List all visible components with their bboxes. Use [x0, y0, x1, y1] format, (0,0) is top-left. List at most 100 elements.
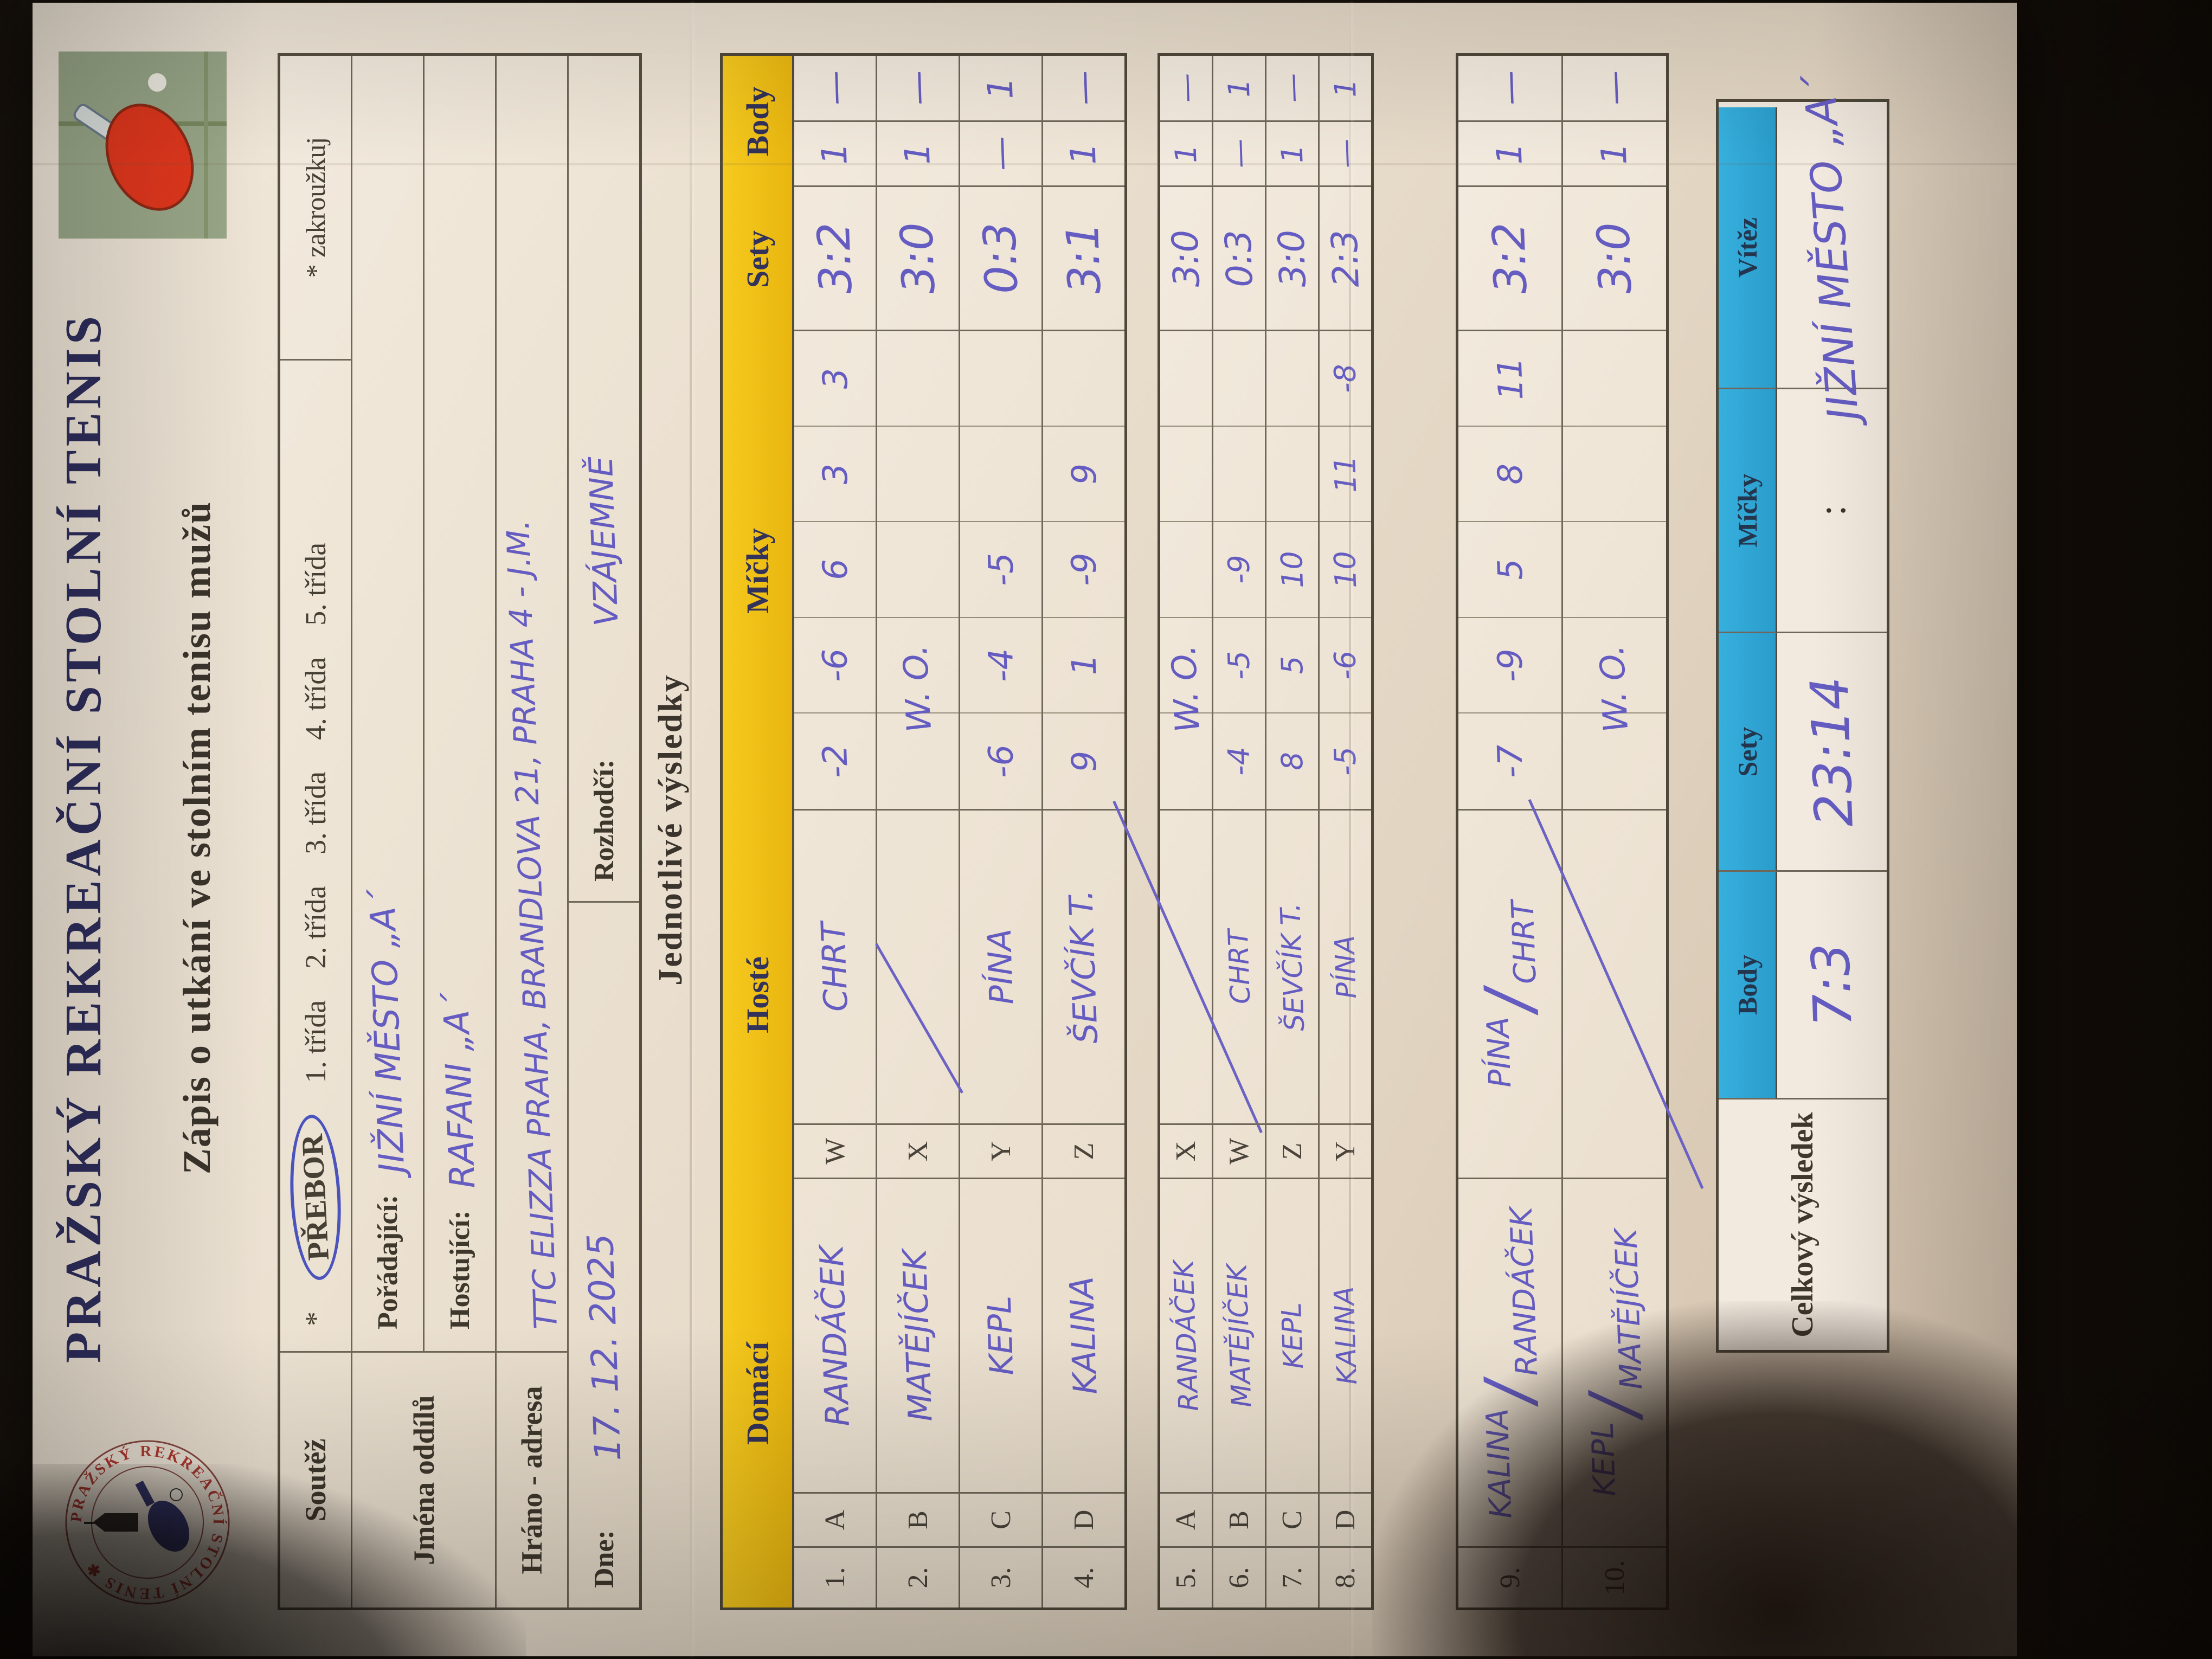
- ball-icon: [148, 73, 166, 92]
- body-home-cell: 1: [877, 122, 959, 187]
- row-number-text: 1.: [819, 1567, 851, 1589]
- selected-competition: PŘEBOR: [286, 1113, 345, 1282]
- set-score: -6: [1328, 650, 1363, 680]
- home-letter: D: [1043, 1494, 1124, 1548]
- sets-result-cell: 3:0: [1266, 187, 1318, 331]
- set-score: -6: [980, 743, 1021, 779]
- set-score: 8: [1275, 751, 1310, 771]
- row-number: 8.: [1320, 1548, 1371, 1607]
- home-player-cell: RANDÁČEK: [1160, 1179, 1212, 1494]
- results-table-singles-2: 5. A RANDÁČEK X W. O. 3:0 1 — 6. B MATĚJÍČEK W CHRT -…: [1112, 53, 1374, 1610]
- set-score-cell: -5: [960, 522, 1041, 618]
- row-number-text: 8.: [1330, 1567, 1361, 1589]
- set-score-cell: 6: [794, 522, 876, 618]
- home-letter-text: B: [1224, 1510, 1255, 1529]
- date-referee-row: Dne: 17. 12. 2025 Rozhodčí: VZÁJEMNĚ: [567, 56, 639, 1607]
- row-number-text: 2.: [902, 1567, 934, 1589]
- body-guest-cell: —: [1266, 56, 1318, 122]
- sets-result-cell: 0:3: [1213, 187, 1265, 331]
- photographer-shadow: [1372, 1301, 2049, 1659]
- competition-option: 1. třída: [299, 1000, 332, 1083]
- header-sety: Sety: [740, 230, 775, 288]
- set-score: -2: [814, 743, 856, 779]
- set-score-cell: 3: [794, 331, 876, 427]
- total-result-table: Celkový výsledek Body Sety Míčky Vítěz 7…: [1716, 73, 1889, 1353]
- body-home-point: 1: [814, 142, 856, 166]
- home-player-name: MATĚJÍČEK: [1220, 1263, 1258, 1408]
- set-score-cell: -7: [1458, 713, 1561, 809]
- home-letter: C: [1266, 1494, 1318, 1548]
- guest-team-label: Hostující:: [444, 1210, 475, 1329]
- set-score-cell: [1563, 331, 1666, 427]
- home-letter-text: D: [1330, 1509, 1361, 1531]
- guest-team-line: Hostující: RAFANI „A´: [423, 56, 495, 1351]
- paddle-icon: [105, 104, 194, 211]
- date-value: 17. 12. 2025: [579, 1232, 629, 1462]
- set-score: 10: [1274, 550, 1310, 589]
- header-hoste: Hosté: [740, 956, 775, 1033]
- set-score: -9: [1489, 647, 1531, 683]
- body-guest-point: 1: [1328, 78, 1363, 98]
- home-player-cell: KEPL: [960, 1179, 1041, 1494]
- body-guest-point: —: [1275, 73, 1310, 104]
- body-home-cell: 1: [1160, 122, 1212, 187]
- set-score-cell: [1213, 427, 1265, 523]
- guest-letter-text: X: [902, 1141, 934, 1162]
- home-player-name: RANDÁČEK: [1167, 1259, 1205, 1412]
- home-player-name: MATĚJÍČEK: [896, 1249, 940, 1423]
- set-score-cell: 11: [1320, 427, 1371, 523]
- competition-option: 2. třída: [299, 885, 332, 969]
- total-body-value: 7:3: [1777, 872, 1887, 1099]
- set-score-cell: -9: [1213, 522, 1265, 618]
- sets-result: 2:3: [1323, 229, 1367, 288]
- competition-options: * PŘEBOR 1. třída 2. třída 3. třída 4. t…: [280, 361, 351, 1353]
- set-score-cell: [1160, 427, 1212, 523]
- guest-letter-text: Z: [1277, 1142, 1308, 1160]
- header-domaci: Domácí: [740, 1341, 775, 1445]
- row-number: 1.: [794, 1548, 876, 1607]
- circle-note: * zakroužkuj: [300, 137, 331, 278]
- guest-player-cell: CHRT: [1213, 811, 1265, 1125]
- body-guest-cell: 1: [1213, 56, 1265, 122]
- set-scores-cell: 8 5 10: [1266, 331, 1318, 811]
- set-score: -9: [1221, 554, 1257, 585]
- guest-letter-text: Z: [1068, 1142, 1099, 1160]
- results-table-singles-1: Domácí Hosté Míčky Sety Body 1. A RANDÁČEK…: [720, 53, 1127, 1610]
- set-score-cell: -6: [1320, 618, 1371, 713]
- row-number: 5.: [1160, 1548, 1212, 1607]
- set-score: 10: [1327, 550, 1364, 589]
- set-score-cell: [877, 331, 959, 427]
- set-scores-cell: -2 -6 6 3 3: [794, 331, 876, 811]
- body-guest-cell: 1: [960, 56, 1041, 122]
- guest-letter-text: X: [1171, 1141, 1201, 1162]
- sets-result: 0:3: [974, 221, 1028, 295]
- total-micky-score: :: [1810, 505, 1854, 516]
- home-letter: B: [877, 1494, 959, 1548]
- set-score-cell: [1043, 331, 1124, 427]
- home-player-cell: KALINA: [1320, 1179, 1371, 1494]
- body-guest-cell: —: [877, 56, 959, 122]
- guest-letter: X: [1160, 1125, 1212, 1179]
- sets-result-cell: 0:3: [960, 187, 1041, 331]
- set-score: -5: [1221, 650, 1257, 680]
- table-tennis-picture: [59, 52, 227, 239]
- competition-option: 3. třída: [299, 771, 332, 854]
- guest-letter: W: [1213, 1125, 1265, 1179]
- match-row: 1. A RANDÁČEK W CHRT -2 -6 6 3 3 3:2 1 —: [794, 56, 876, 1607]
- home-team-name: JIŽNÍ MĚSTO „A´: [362, 888, 413, 1174]
- body-home-point: 1: [1168, 144, 1204, 164]
- body-home-cell: —: [1213, 122, 1265, 187]
- sets-result-cell: 3:2: [794, 187, 876, 331]
- set-score-cell: 5: [1458, 522, 1561, 618]
- body-home-point: 1: [1489, 142, 1531, 166]
- footer-header-body: Body: [1719, 872, 1777, 1099]
- guest-letter-text: Y: [985, 1141, 1017, 1162]
- guest-player-cell: [874, 811, 964, 1125]
- sets-result: 3:2: [808, 221, 862, 295]
- results-section-title: Jednotlivé výsledky: [652, 673, 689, 986]
- row-number-text: 3.: [985, 1567, 1017, 1589]
- sets-result: 3:1: [1057, 221, 1111, 295]
- body-home-cell: —: [1320, 122, 1371, 187]
- footer-header-vitez: Vítěz: [1719, 107, 1777, 389]
- set-score: 3: [814, 367, 856, 390]
